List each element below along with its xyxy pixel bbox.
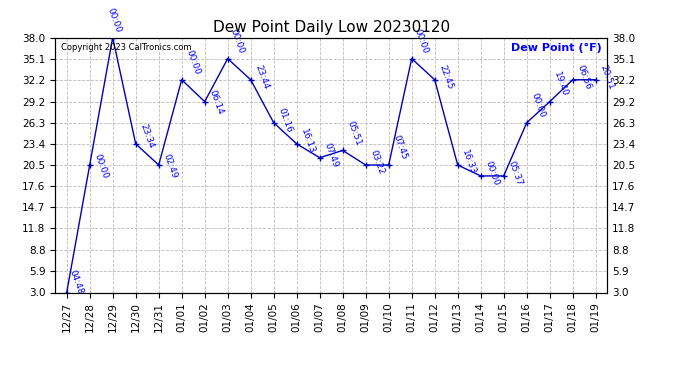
Text: 00:00: 00:00 <box>529 92 546 119</box>
Text: 00:00: 00:00 <box>184 49 201 76</box>
Text: 16:13: 16:13 <box>299 128 316 155</box>
Text: 04:48: 04:48 <box>68 269 85 296</box>
Text: 00:00: 00:00 <box>92 152 109 180</box>
Text: 06:56: 06:56 <box>575 63 592 91</box>
Title: Dew Point Daily Low 20230120: Dew Point Daily Low 20230120 <box>213 20 450 35</box>
Text: Dew Point (°F): Dew Point (°F) <box>511 43 602 52</box>
Text: 19:40: 19:40 <box>552 71 569 98</box>
Text: 05:51: 05:51 <box>345 119 362 147</box>
Text: 07:45: 07:45 <box>391 134 408 161</box>
Text: 00:00: 00:00 <box>106 6 123 34</box>
Text: 05:37: 05:37 <box>506 159 523 187</box>
Text: 01:16: 01:16 <box>276 106 293 134</box>
Text: 03:22: 03:22 <box>368 149 385 176</box>
Text: 06:14: 06:14 <box>207 89 224 116</box>
Text: 16:33: 16:33 <box>460 148 477 176</box>
Text: 23:44: 23:44 <box>253 64 270 91</box>
Text: 00:00: 00:00 <box>229 28 246 55</box>
Text: 02:49: 02:49 <box>161 152 178 180</box>
Text: 07:49: 07:49 <box>322 141 339 169</box>
Text: 22:45: 22:45 <box>437 64 454 91</box>
Text: 20:51: 20:51 <box>598 63 615 91</box>
Text: Copyright 2023 CalTronics.com: Copyright 2023 CalTronics.com <box>61 43 191 52</box>
Text: 00:00: 00:00 <box>483 159 500 187</box>
Text: 23:34: 23:34 <box>138 123 155 150</box>
Text: 00:00: 00:00 <box>413 28 430 55</box>
